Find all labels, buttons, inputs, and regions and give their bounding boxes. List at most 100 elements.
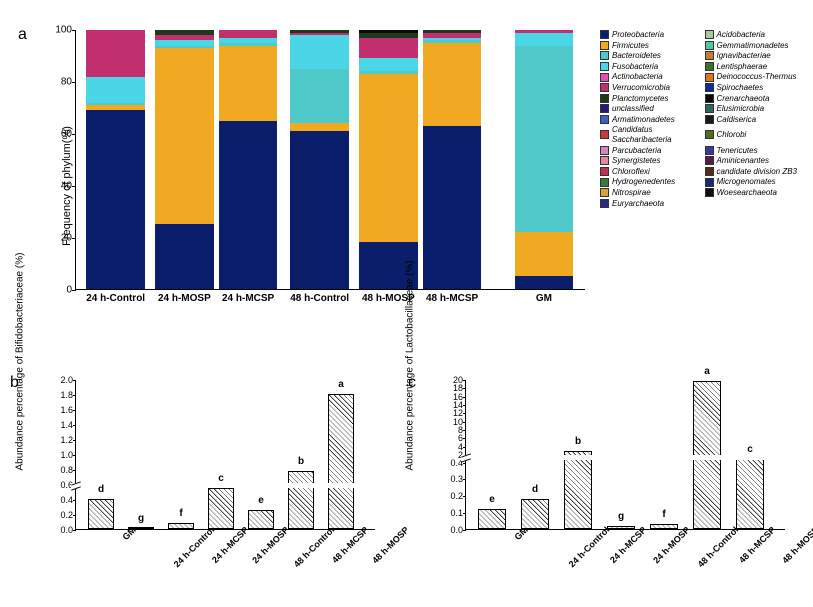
panel-c-bar [564,451,592,529]
legend-label: Chloroflexi [612,167,650,177]
panel-b-sig-label: b [298,456,304,467]
legend-swatch [705,41,714,50]
panel-c-bar [650,524,678,529]
panel-b-sig-label: g [138,513,144,524]
legend-item: Parcubacteria [600,146,701,156]
panel-c-bar [693,381,721,529]
panel-a-bar [86,30,145,289]
legend-swatch [705,115,714,124]
legend-label: Tenericutes [717,146,758,156]
panel-b-x-label: 24 h-MOSP [250,525,291,566]
panel-a-x-label: GM [515,289,574,304]
legend-label: Euryarchaeota [612,199,664,209]
panel-a-bar [155,30,214,289]
panel-c-sig-label: a [704,366,710,377]
panel-b-bar [168,523,194,529]
panel-a-segment [515,46,574,232]
panel-a-segment [290,123,349,131]
legend-item: Acidobacteria [705,30,806,40]
panel-c-bar [736,459,764,529]
legend-swatch [600,104,609,113]
legend-label: Caldiserica [717,115,757,125]
panel-c-sig-label: g [618,511,624,522]
legend-swatch [705,62,714,71]
panel-b-plot-area: 0.00.20.40.60.81.01.21.41.61.82.0dGMg24 … [75,380,375,530]
legend-item: Caldiserica [705,115,806,125]
legend-item: Proteobacteria [600,30,701,40]
legend-swatch [705,146,714,155]
panel-b-sig-label: c [218,473,224,484]
legend-item: Synergistetes [600,156,701,166]
legend-label: Spirochaetes [717,83,764,93]
legend-swatch [600,156,609,165]
legend-item: Bacteroidetes [600,51,701,61]
panel-a-segment [155,48,214,224]
legend-swatch [705,156,714,165]
legend-swatch [705,130,714,139]
legend-item: Elusimicrobia [705,104,806,114]
panel-a-segment [359,38,418,59]
panel-b-x-label: 24 h-Control [172,525,217,570]
legend-label: Verrucomicrobia [612,83,670,93]
legend-label: candidate division ZB3 [717,167,798,177]
panel-a-segment [290,69,349,123]
panel-a-x-label: 24 h-Control [86,289,145,304]
legend-item: Spirochaetes [705,83,806,93]
panel-a-segment [423,43,482,126]
legend-label: Hydrogenedentes [612,177,675,187]
panel-c-sig-label: f [662,509,665,520]
panel-a-segment [86,30,145,77]
legend-swatch [600,41,609,50]
legend-item: Woesearchaeota [705,188,806,198]
legend-label: Actinobacteria [612,72,663,82]
legend-swatch [600,146,609,155]
panel-c-sig-label: b [575,436,581,447]
panel-a-bar [423,30,482,289]
panel-a-x-label: 48 h-Control [290,289,349,304]
legend-swatch [705,51,714,60]
legend-swatch [600,62,609,71]
legend-swatch [600,94,609,103]
panel-a-bar [290,30,349,289]
panel-a-segment [155,224,214,289]
panel-a-bar [359,30,418,289]
legend-label: Acidobacteria [717,30,765,40]
legend-label: Parcubacteria [612,146,661,156]
legend-item: Crenarchaeota [705,94,806,104]
panel-b-sig-label: d [98,484,104,495]
legend-swatch [600,167,609,176]
panel-c-sig-label: e [489,494,495,505]
legend-swatch [600,30,609,39]
legend-label: Fusobacteria [612,62,658,72]
panel-c-x-label: 48 h-MCSP [737,525,777,565]
panel-a-segment [290,35,349,69]
panel-a-stacked-bar-chart: Frequency of phylum(%) 02040608010024 h-… [45,30,585,330]
legend-swatch [705,73,714,82]
legend-label: Elusimicrobia [717,104,765,114]
legend-item: Hydrogenedentes [600,177,701,187]
legend-swatch [705,188,714,197]
legend-label: unclassified [612,104,654,114]
legend-item: Tenericutes [705,146,806,156]
legend-label: Gemmatimonadetes [717,41,789,51]
legend-label: Synergistetes [612,156,660,166]
legend-swatch [600,188,609,197]
panel-a-bar [515,30,574,289]
legend-label: Woesearchaeota [717,188,777,198]
legend-item: Candidatus Saccharibacteria [600,125,701,144]
panel-b-x-label: 48 h-MOSP [370,525,411,566]
panel-a-segment [86,110,145,289]
legend-label: Aminicenantes [717,156,769,166]
panel-c-sig-label: c [747,444,753,455]
panel-a-segment [359,74,418,242]
panel-c-x-label: 24 h-Control [567,525,612,570]
panel-c-x-label: 24 h-MCSP [608,525,648,565]
panel-a-segment [86,77,145,103]
panel-c-y-axis-label: Abundance percentage of Lactobacillaceae… [405,260,416,470]
legend-item: Actinobacteria [600,72,701,82]
panel-a-x-label: 24 h-MOSP [155,289,214,304]
legend-label: Ignavibacteriae [717,51,771,61]
legend-swatch [600,83,609,92]
legend-label: Firmicutes [612,41,649,51]
legend-item: Chlorobi [705,125,806,144]
